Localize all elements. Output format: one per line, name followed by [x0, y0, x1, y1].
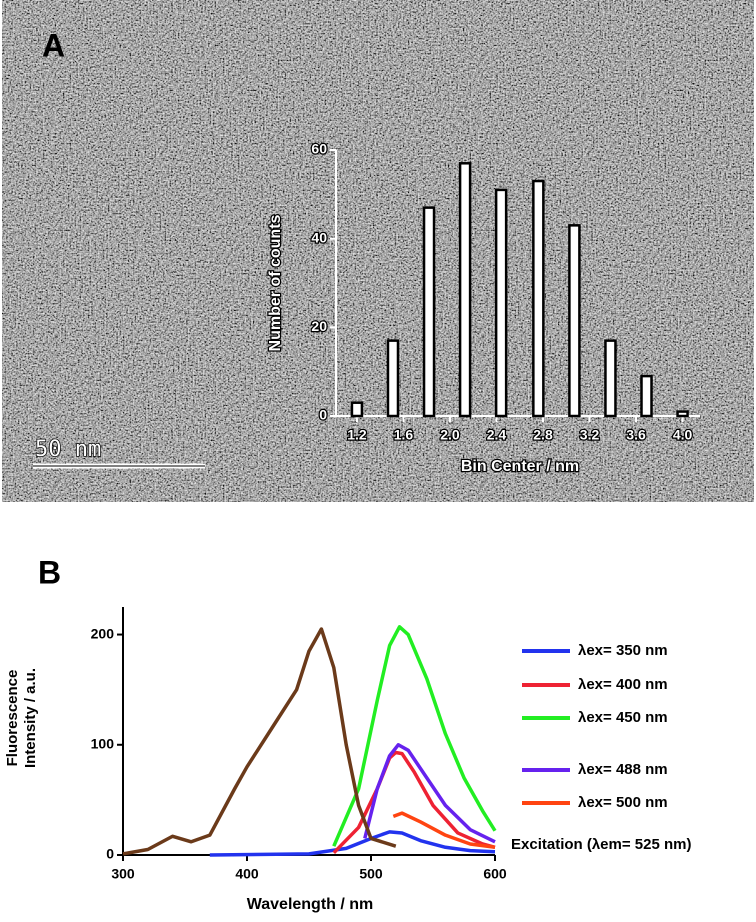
- y-tick-label: 0: [106, 846, 114, 862]
- x-tick-label: 500: [359, 866, 383, 882]
- bar: [458, 162, 472, 418]
- bar: [494, 188, 508, 418]
- x-tick-label: 2.4: [487, 427, 507, 443]
- x-tick-label: 1.2: [347, 427, 367, 443]
- x-tick-label: 600: [483, 866, 507, 882]
- series-line: [209, 830, 496, 857]
- x-tick-label: 1.6: [394, 427, 414, 443]
- series-line: [122, 627, 397, 856]
- series-line: [332, 750, 496, 855]
- y-tick-label: 40: [311, 229, 327, 245]
- x-tick-label: 300: [111, 866, 135, 882]
- bar: [532, 179, 545, 418]
- legend-label: λex= 500 nm: [578, 794, 668, 811]
- series-line: [392, 811, 496, 850]
- series-line: [332, 625, 497, 847]
- legend-label: λex= 400 nm: [578, 676, 668, 693]
- bar: [640, 374, 653, 418]
- bar: [350, 401, 364, 418]
- bar: [386, 339, 400, 418]
- y-tick-label: 200: [91, 625, 115, 641]
- bar: [568, 224, 581, 418]
- legend-label: Excitation (λem= 525 nm): [511, 836, 691, 853]
- scale-bar-label: 50 nm: [35, 437, 101, 462]
- x-tick-label: 4.0: [673, 427, 693, 443]
- y-axis-title: Fluorescence Intensity / a.u.: [4, 667, 39, 769]
- x-tick-label: 3.6: [626, 427, 646, 443]
- x-tick-label: 2.8: [533, 427, 553, 443]
- panel-label: A: [42, 27, 65, 63]
- bar: [422, 206, 436, 418]
- bar: [676, 410, 689, 418]
- bar: [604, 339, 617, 418]
- x-tick-label: 2.0: [440, 427, 460, 443]
- y-tick-label: 100: [91, 735, 115, 751]
- y-tick-label: 60: [311, 141, 327, 157]
- x-axis-title: Bin Center / nm: [461, 458, 579, 475]
- x-tick-label: 3.2: [580, 427, 600, 443]
- tem-texture: [2, 0, 754, 502]
- y-tick-label: 20: [311, 318, 327, 334]
- panel-label: B: [38, 554, 61, 590]
- legend-label: λex= 450 nm: [578, 709, 668, 726]
- y-tick-label: 0: [319, 407, 327, 423]
- legend-label: λex= 488 nm: [578, 761, 668, 778]
- y-axis-title: Number of counts: [267, 214, 284, 351]
- x-axis-title: Wavelength / nm: [247, 896, 374, 913]
- legend-label: λex= 350 nm: [578, 642, 668, 659]
- x-tick-label: 400: [235, 866, 259, 882]
- series-line: [363, 743, 496, 844]
